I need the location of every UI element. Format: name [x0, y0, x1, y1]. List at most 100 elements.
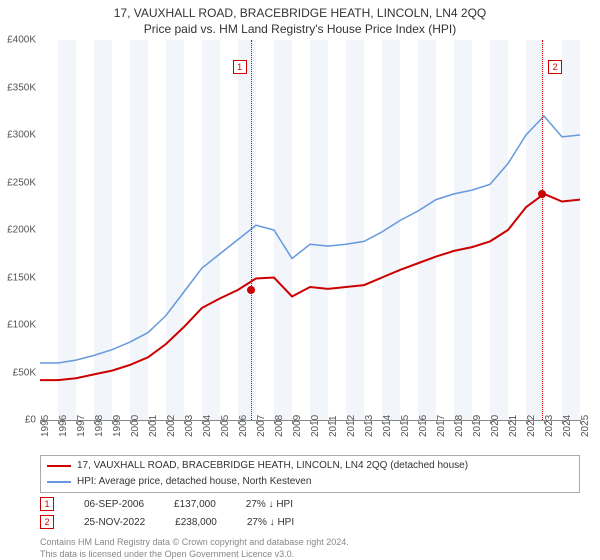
tick-mark: [526, 420, 527, 424]
x-axis-label: 1999: [112, 415, 123, 437]
tick-mark: [256, 420, 257, 424]
x-axis-label: 2007: [256, 415, 267, 437]
event-row: 2 25-NOV-2022 £238,000 27% ↓ HPI: [40, 515, 580, 529]
x-axis-label: 2000: [130, 415, 141, 437]
chart-plot: [40, 40, 580, 420]
tick-mark: [544, 420, 545, 424]
tick-mark: [400, 420, 401, 424]
tick-mark: [202, 420, 203, 424]
y-axis-label: £350K: [0, 82, 36, 93]
legend-swatch: [47, 465, 71, 467]
x-axis-label: 2019: [472, 415, 483, 437]
tick-mark: [220, 420, 221, 424]
tick-mark: [580, 420, 581, 424]
y-axis-label: £300K: [0, 130, 36, 141]
x-axis-label: 2020: [490, 415, 501, 437]
x-axis-label: 2008: [274, 415, 285, 437]
tick-mark: [40, 420, 41, 424]
chart-title: 17, VAUXHALL ROAD, BRACEBRIDGE HEATH, LI…: [0, 0, 600, 20]
event-marker: 1: [40, 497, 54, 511]
tick-mark: [346, 420, 347, 424]
x-axis-label: 2011: [328, 415, 339, 437]
x-axis-label: 2017: [436, 415, 447, 437]
event-marker-inline: 1: [233, 60, 247, 74]
tick-mark: [436, 420, 437, 424]
tick-mark: [364, 420, 365, 424]
y-axis-label: £200K: [0, 225, 36, 236]
tick-mark: [310, 420, 311, 424]
y-axis-label: £400K: [0, 35, 36, 46]
x-axis-label: 2001: [148, 415, 159, 437]
event-date: 06-SEP-2006: [84, 499, 144, 510]
x-axis-label: 2009: [292, 415, 303, 437]
x-axis-label: 2012: [346, 415, 357, 437]
legend: 17, VAUXHALL ROAD, BRACEBRIDGE HEATH, LI…: [40, 455, 580, 493]
footer-line: Contains HM Land Registry data © Crown c…: [40, 537, 580, 549]
y-axis-label: £150K: [0, 272, 36, 283]
tick-mark: [58, 420, 59, 424]
tick-mark: [130, 420, 131, 424]
tick-mark: [382, 420, 383, 424]
y-axis-label: £50K: [0, 367, 36, 378]
legend-label: 17, VAUXHALL ROAD, BRACEBRIDGE HEATH, LI…: [77, 458, 468, 474]
tick-mark: [148, 420, 149, 424]
line-chart: £0£50K£100K£150K£200K£250K£300K£350K£400…: [40, 40, 580, 421]
event-price: £137,000: [174, 499, 216, 510]
legend-label: HPI: Average price, detached house, Nort…: [77, 474, 311, 490]
event-marker: 2: [40, 515, 54, 529]
tick-mark: [472, 420, 473, 424]
series-property: [40, 194, 580, 380]
x-axis-label: 2005: [220, 415, 231, 437]
x-axis-label: 2023: [544, 415, 555, 437]
legend-row: 17, VAUXHALL ROAD, BRACEBRIDGE HEATH, LI…: [47, 458, 573, 474]
event-dot: [247, 286, 255, 294]
event-delta: 27% ↓ HPI: [246, 499, 293, 510]
x-axis-label: 1997: [76, 415, 87, 437]
x-axis-label: 1996: [58, 415, 69, 437]
legend-row: HPI: Average price, detached house, Nort…: [47, 474, 573, 490]
tick-mark: [562, 420, 563, 424]
footer: Contains HM Land Registry data © Crown c…: [40, 537, 580, 560]
x-axis-label: 2010: [310, 415, 321, 437]
tick-mark: [274, 420, 275, 424]
tick-mark: [76, 420, 77, 424]
event-delta: 27% ↓ HPI: [247, 517, 294, 528]
y-axis-label: £250K: [0, 177, 36, 188]
x-axis-label: 1998: [94, 415, 105, 437]
tick-mark: [490, 420, 491, 424]
chart-subtitle: Price paid vs. HM Land Registry's House …: [0, 20, 600, 40]
x-axis-label: 2018: [454, 415, 465, 437]
event-dot: [538, 190, 546, 198]
x-axis-label: 2006: [238, 415, 249, 437]
tick-mark: [184, 420, 185, 424]
x-axis-label: 2014: [382, 415, 393, 437]
x-axis-label: 1995: [40, 415, 51, 437]
event-vline: [251, 40, 252, 420]
event-price: £238,000: [175, 517, 217, 528]
tick-mark: [292, 420, 293, 424]
footer-line: This data is licensed under the Open Gov…: [40, 549, 580, 560]
y-axis-label: £0: [0, 415, 36, 426]
x-axis-label: 2024: [562, 415, 573, 437]
tick-mark: [454, 420, 455, 424]
event-marker-inline: 2: [548, 60, 562, 74]
tick-mark: [112, 420, 113, 424]
series-hpi: [40, 116, 580, 363]
x-axis-label: 2021: [508, 415, 519, 437]
tick-mark: [94, 420, 95, 424]
tick-mark: [418, 420, 419, 424]
x-axis-label: 2013: [364, 415, 375, 437]
event-vline: [542, 40, 543, 420]
x-axis-label: 2025: [580, 415, 591, 437]
x-axis-label: 2002: [166, 415, 177, 437]
legend-swatch: [47, 481, 71, 483]
x-axis-label: 2004: [202, 415, 213, 437]
tick-mark: [166, 420, 167, 424]
x-axis-label: 2016: [418, 415, 429, 437]
event-date: 25-NOV-2022: [84, 517, 145, 528]
tick-mark: [508, 420, 509, 424]
x-axis-label: 2003: [184, 415, 195, 437]
tick-mark: [328, 420, 329, 424]
event-row: 1 06-SEP-2006 £137,000 27% ↓ HPI: [40, 497, 580, 511]
x-axis-label: 2015: [400, 415, 411, 437]
